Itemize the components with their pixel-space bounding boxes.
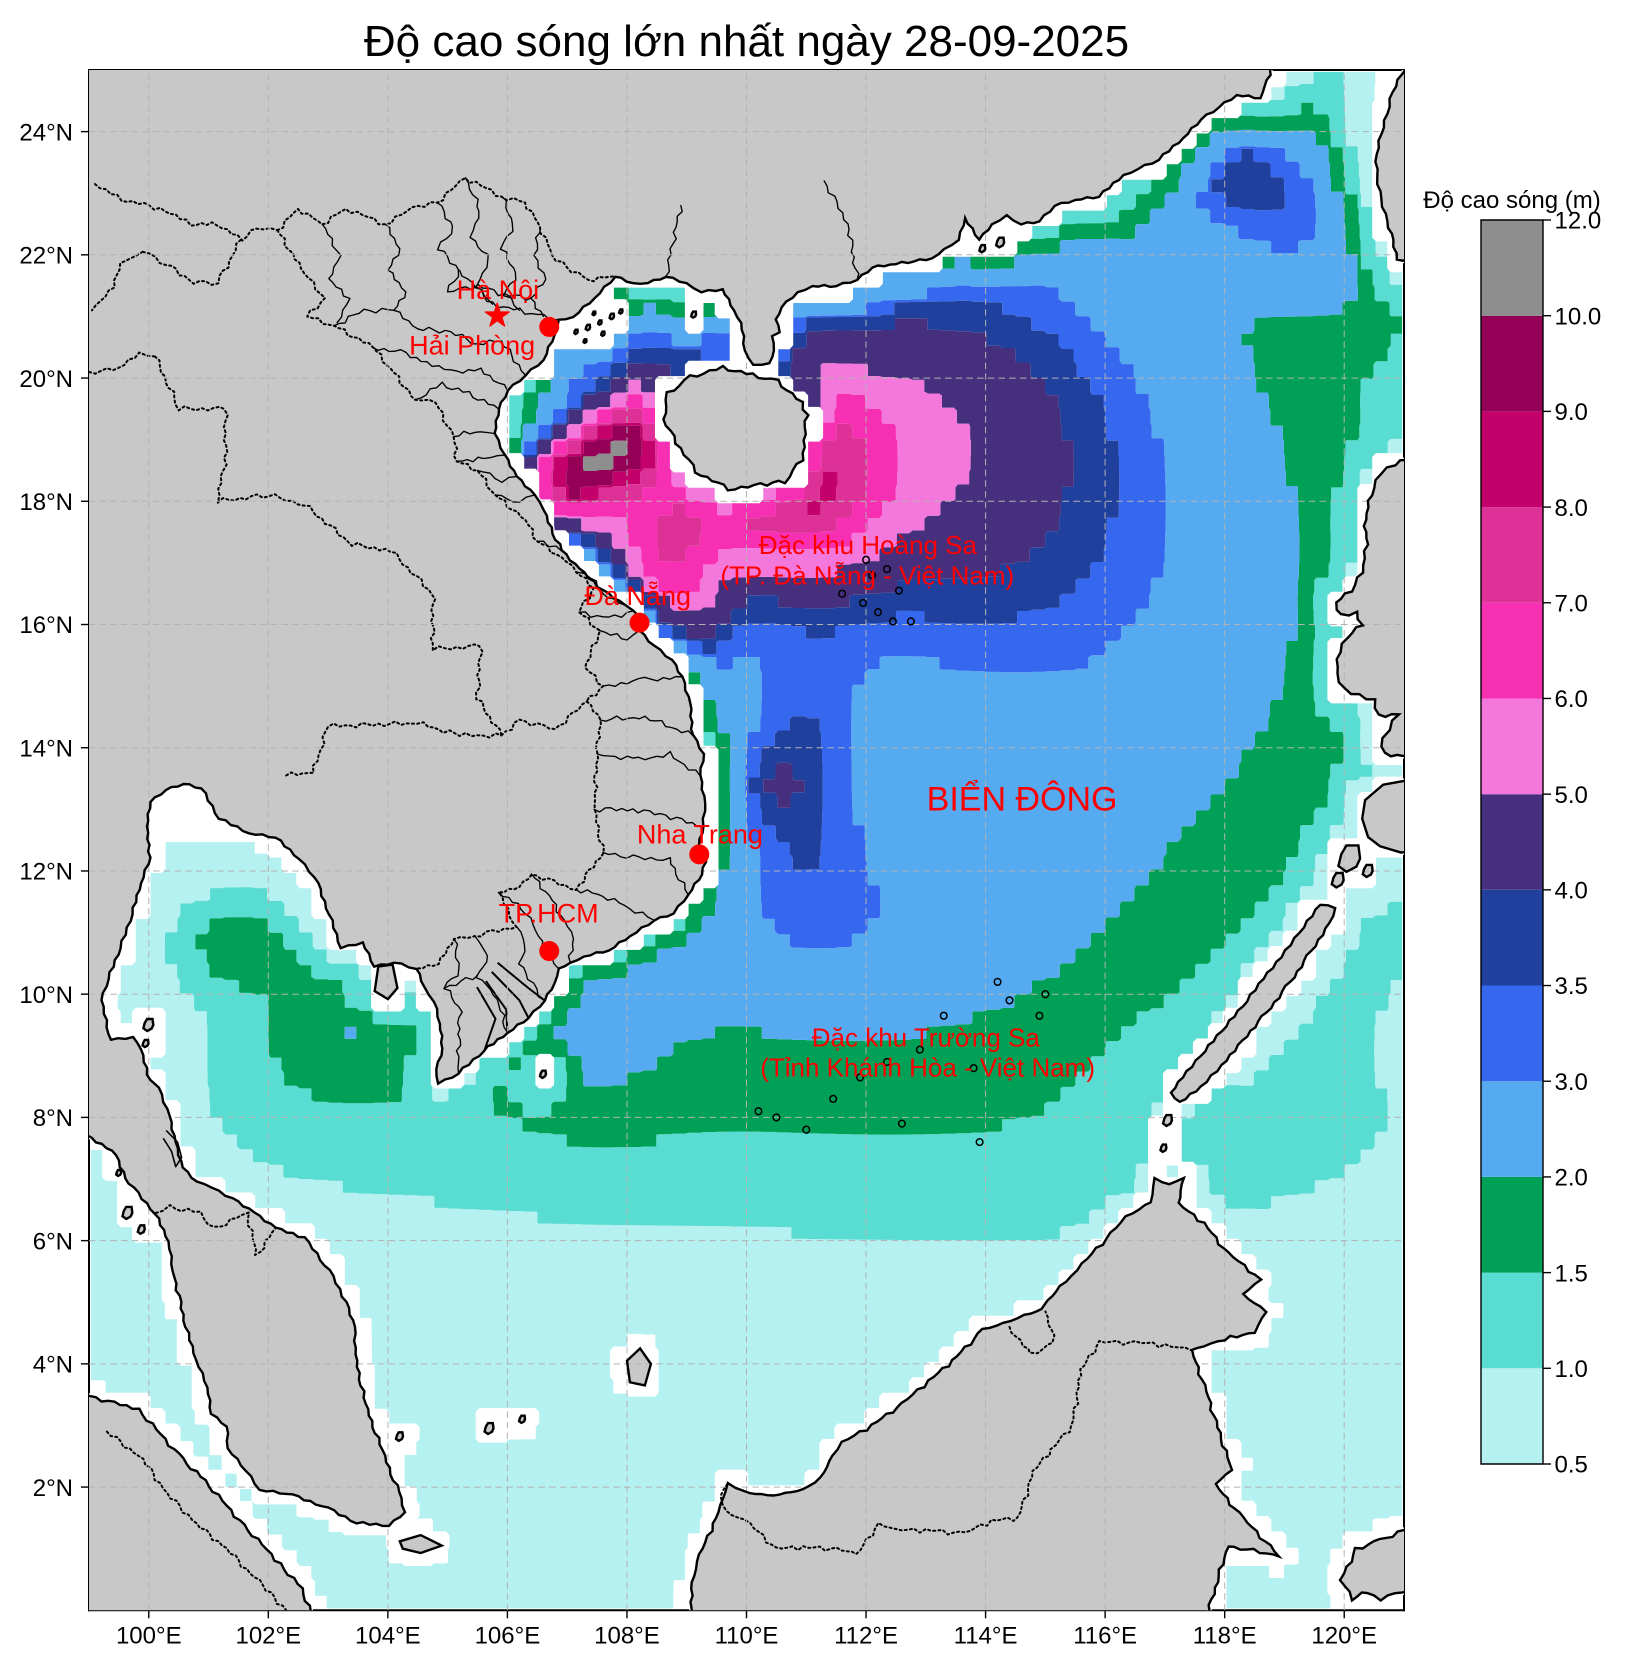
svg-text:118°E: 118°E xyxy=(1193,1623,1257,1650)
svg-text:12°N: 12°N xyxy=(19,859,73,886)
svg-text:3.5: 3.5 xyxy=(1555,973,1588,1000)
svg-text:24°N: 24°N xyxy=(19,119,73,146)
svg-text:Nha Trang: Nha Trang xyxy=(637,819,763,849)
svg-text:5.0: 5.0 xyxy=(1555,782,1588,809)
svg-text:(Tỉnh Khánh Hòa - Việt Nam): (Tỉnh Khánh Hòa - Việt Nam) xyxy=(760,1052,1095,1082)
svg-text:Đặc khu Trường Sa: Đặc khu Trường Sa xyxy=(812,1023,1041,1053)
svg-text:120°E: 120°E xyxy=(1311,1623,1377,1650)
svg-text:6°N: 6°N xyxy=(33,1228,73,1255)
svg-text:(TP. Đà Nẵng - Việt Nam): (TP. Đà Nẵng - Việt Nam) xyxy=(720,560,1014,590)
svg-text:Hải Phòng: Hải Phòng xyxy=(409,331,535,361)
svg-text:10.0: 10.0 xyxy=(1555,303,1602,330)
svg-text:14°N: 14°N xyxy=(19,735,73,762)
svg-text:112°E: 112°E xyxy=(834,1623,898,1650)
svg-text:Độ cao sóng lớn nhất ngày 28-0: Độ cao sóng lớn nhất ngày 28-09-2025 xyxy=(364,17,1129,66)
svg-text:9.0: 9.0 xyxy=(1555,399,1588,426)
svg-text:Đà Nẵng: Đà Nẵng xyxy=(584,580,691,611)
svg-text:3.0: 3.0 xyxy=(1555,1069,1588,1096)
svg-text:Đặc khu Hoàng Sa: Đặc khu Hoàng Sa xyxy=(759,530,978,560)
svg-text:18°N: 18°N xyxy=(19,489,73,516)
svg-text:108°E: 108°E xyxy=(594,1623,660,1650)
svg-text:20°N: 20°N xyxy=(19,366,73,393)
svg-text:1.5: 1.5 xyxy=(1555,1260,1588,1287)
svg-text:12.0: 12.0 xyxy=(1555,208,1602,235)
svg-text:8.0: 8.0 xyxy=(1555,495,1588,522)
svg-text:Hà Nội: Hà Nội xyxy=(457,275,540,305)
svg-text:102°E: 102°E xyxy=(235,1623,301,1650)
svg-text:TP.HCM: TP.HCM xyxy=(499,898,599,928)
svg-text:BIỂN ĐÔNG: BIỂN ĐÔNG xyxy=(927,781,1118,819)
svg-text:2°N: 2°N xyxy=(33,1475,73,1502)
svg-text:1.0: 1.0 xyxy=(1555,1356,1588,1383)
svg-text:106°E: 106°E xyxy=(475,1623,541,1650)
svg-text:0.5: 0.5 xyxy=(1555,1452,1588,1479)
svg-text:4.0: 4.0 xyxy=(1555,878,1588,905)
svg-text:116°E: 116°E xyxy=(1073,1623,1137,1650)
svg-text:4°N: 4°N xyxy=(33,1352,73,1379)
svg-text:114°E: 114°E xyxy=(954,1623,1018,1650)
svg-text:100°E: 100°E xyxy=(116,1623,182,1650)
svg-text:10°N: 10°N xyxy=(19,982,73,1009)
svg-text:22°N: 22°N xyxy=(19,243,73,270)
svg-text:Độ cao sóng (m): Độ cao sóng (m) xyxy=(1423,187,1600,214)
svg-text:104°E: 104°E xyxy=(355,1623,421,1650)
svg-text:8°N: 8°N xyxy=(33,1105,73,1132)
svg-text:7.0: 7.0 xyxy=(1555,590,1588,617)
svg-text:110°E: 110°E xyxy=(715,1623,779,1650)
svg-text:16°N: 16°N xyxy=(19,612,73,639)
svg-text:2.0: 2.0 xyxy=(1555,1165,1588,1192)
svg-text:6.0: 6.0 xyxy=(1555,686,1588,713)
